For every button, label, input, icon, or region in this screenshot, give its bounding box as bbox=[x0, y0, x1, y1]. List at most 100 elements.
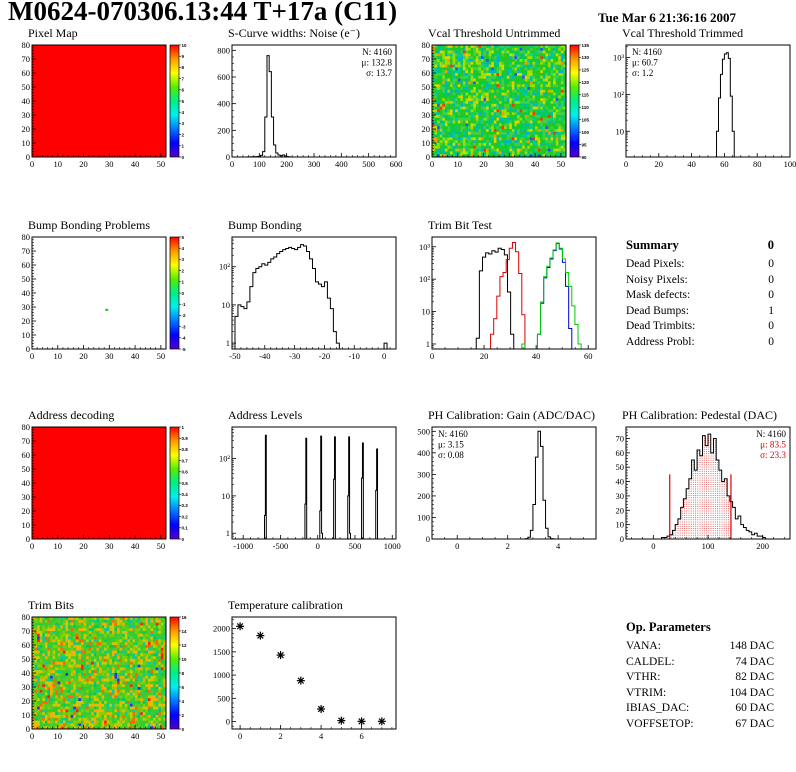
svg-text:10²: 10² bbox=[219, 454, 231, 464]
svg-text:10: 10 bbox=[422, 307, 431, 317]
svg-text:10²: 10² bbox=[613, 89, 625, 99]
svg-text:300: 300 bbox=[308, 159, 321, 169]
svg-text:-10: -10 bbox=[349, 351, 360, 361]
svg-text:0: 0 bbox=[30, 351, 34, 361]
svg-text:10³: 10³ bbox=[613, 53, 625, 63]
svg-text:30: 30 bbox=[505, 159, 514, 169]
svg-text:-4: -4 bbox=[182, 336, 186, 341]
summary-row: Dead Trimbits: 0 bbox=[626, 320, 774, 332]
svg-text:70: 70 bbox=[22, 436, 31, 446]
svg-text:70: 70 bbox=[422, 54, 431, 64]
summary-block: Summary 0 Dead Pixels: 0 Noisy Pixels: 0 M… bbox=[626, 238, 774, 350]
svg-text:600: 600 bbox=[390, 159, 402, 169]
svg-text:0: 0 bbox=[26, 152, 30, 162]
svg-text:40: 40 bbox=[131, 159, 140, 169]
op-parameters-title: Op. Parameters bbox=[626, 620, 711, 634]
svg-text:80: 80 bbox=[22, 422, 31, 432]
svg-text:80: 80 bbox=[422, 40, 431, 50]
svg-text:50: 50 bbox=[157, 351, 166, 361]
svg-text:500: 500 bbox=[417, 426, 430, 436]
page-title: M0624-070306.13:44 T+17a (C11) bbox=[8, 0, 398, 26]
svg-text:40: 40 bbox=[22, 96, 31, 106]
svg-text:μ: 132.8: μ: 132.8 bbox=[362, 58, 393, 68]
svg-text:105: 105 bbox=[582, 117, 590, 122]
scurve-noise-title: S-Curve widths: Noise (e⁻) bbox=[228, 26, 360, 40]
summary-title: Summary bbox=[626, 238, 679, 252]
svg-text:1000: 1000 bbox=[384, 541, 401, 551]
summary-row: Dead Bumps: 1 bbox=[626, 304, 774, 317]
svg-text:N: 4160: N: 4160 bbox=[362, 47, 392, 57]
svg-text:50: 50 bbox=[22, 464, 31, 474]
svg-text:-1: -1 bbox=[182, 302, 186, 307]
panel-trim-bits: Trim Bits 0 10 20 30 40 50 0 10 20 30 40 50 60 70 80 16… bbox=[6, 598, 202, 760]
svg-text:20: 20 bbox=[22, 506, 31, 516]
svg-text:10²: 10² bbox=[419, 274, 431, 284]
op-parameter-row: VTRIM: 104 DAC bbox=[626, 686, 774, 699]
svg-text:0: 0 bbox=[182, 291, 185, 296]
svg-text:30: 30 bbox=[22, 110, 31, 120]
svg-text:90: 90 bbox=[582, 155, 588, 160]
svg-text:-1000: -1000 bbox=[233, 541, 253, 551]
svg-text:60: 60 bbox=[720, 159, 729, 169]
panel-pixel-map: Pixel Map 0 10 20 30 40 50 0 10 20 30 40 50 60 70 80 10… bbox=[6, 26, 202, 188]
svg-text:10: 10 bbox=[222, 300, 231, 310]
svg-text:20: 20 bbox=[479, 159, 488, 169]
svg-text:60: 60 bbox=[22, 68, 31, 78]
svg-text:3: 3 bbox=[182, 121, 185, 126]
svg-text:0.1: 0.1 bbox=[182, 526, 189, 531]
svg-text:3: 3 bbox=[182, 257, 185, 262]
svg-text:10: 10 bbox=[54, 541, 63, 551]
svg-text:6: 6 bbox=[182, 88, 185, 93]
svg-text:30: 30 bbox=[105, 159, 114, 169]
svg-text:10: 10 bbox=[422, 138, 431, 148]
svg-text:40: 40 bbox=[616, 477, 625, 487]
svg-text:N: 4160: N: 4160 bbox=[632, 47, 662, 57]
svg-text:50: 50 bbox=[157, 541, 166, 551]
svg-text:10³: 10³ bbox=[419, 242, 431, 252]
svg-text:60: 60 bbox=[616, 448, 625, 458]
svg-text:0.6: 0.6 bbox=[182, 470, 189, 475]
svg-text:4: 4 bbox=[556, 541, 561, 551]
svg-text:4: 4 bbox=[182, 110, 185, 115]
trim-bit-test-title: Trim Bit Test bbox=[428, 218, 492, 232]
svg-text:20: 20 bbox=[422, 124, 431, 134]
svg-text:125: 125 bbox=[582, 68, 590, 73]
svg-text:-5: -5 bbox=[182, 347, 186, 352]
svg-text:N: 4160: N: 4160 bbox=[438, 429, 468, 439]
svg-text:0: 0 bbox=[182, 537, 185, 542]
svg-text:80: 80 bbox=[22, 40, 31, 50]
svg-text:2: 2 bbox=[182, 268, 185, 273]
svg-text:600: 600 bbox=[217, 72, 230, 82]
svg-text:50: 50 bbox=[22, 274, 31, 284]
svg-text:60: 60 bbox=[22, 260, 31, 270]
svg-text:130: 130 bbox=[582, 55, 590, 60]
svg-text:0: 0 bbox=[26, 344, 30, 354]
svg-text:5: 5 bbox=[182, 99, 185, 104]
svg-text:0: 0 bbox=[230, 159, 234, 169]
bump-bonding-plot: -50 -40 -30 -20 -10 0 1 10 10² bbox=[219, 236, 397, 361]
svg-text:-2: -2 bbox=[182, 313, 186, 318]
svg-text:500: 500 bbox=[362, 159, 375, 169]
summary-row: Address Probl: 0 bbox=[626, 335, 774, 348]
svg-text:0.4: 0.4 bbox=[182, 492, 189, 497]
svg-text:10: 10 bbox=[616, 520, 625, 530]
svg-text:20: 20 bbox=[79, 541, 88, 551]
svg-text:0: 0 bbox=[455, 541, 459, 551]
svg-text:30: 30 bbox=[422, 110, 431, 120]
svg-text:20: 20 bbox=[79, 159, 88, 169]
svg-text:10: 10 bbox=[54, 351, 63, 361]
panel-bump-problems: Bump Bonding Problems 0 10 20 30 40 50 0 10 20 30… bbox=[6, 218, 202, 380]
svg-text:10: 10 bbox=[616, 126, 625, 136]
svg-text:200: 200 bbox=[217, 125, 230, 135]
ph-gain-title: PH Calibration: Gain (ADC/DAC) bbox=[428, 408, 595, 422]
svg-text:100: 100 bbox=[702, 541, 715, 551]
pixel-map-title: Pixel Map bbox=[28, 26, 78, 40]
svg-text:10: 10 bbox=[454, 159, 463, 169]
svg-text:40: 40 bbox=[422, 96, 431, 106]
svg-text:0.3: 0.3 bbox=[182, 503, 189, 508]
